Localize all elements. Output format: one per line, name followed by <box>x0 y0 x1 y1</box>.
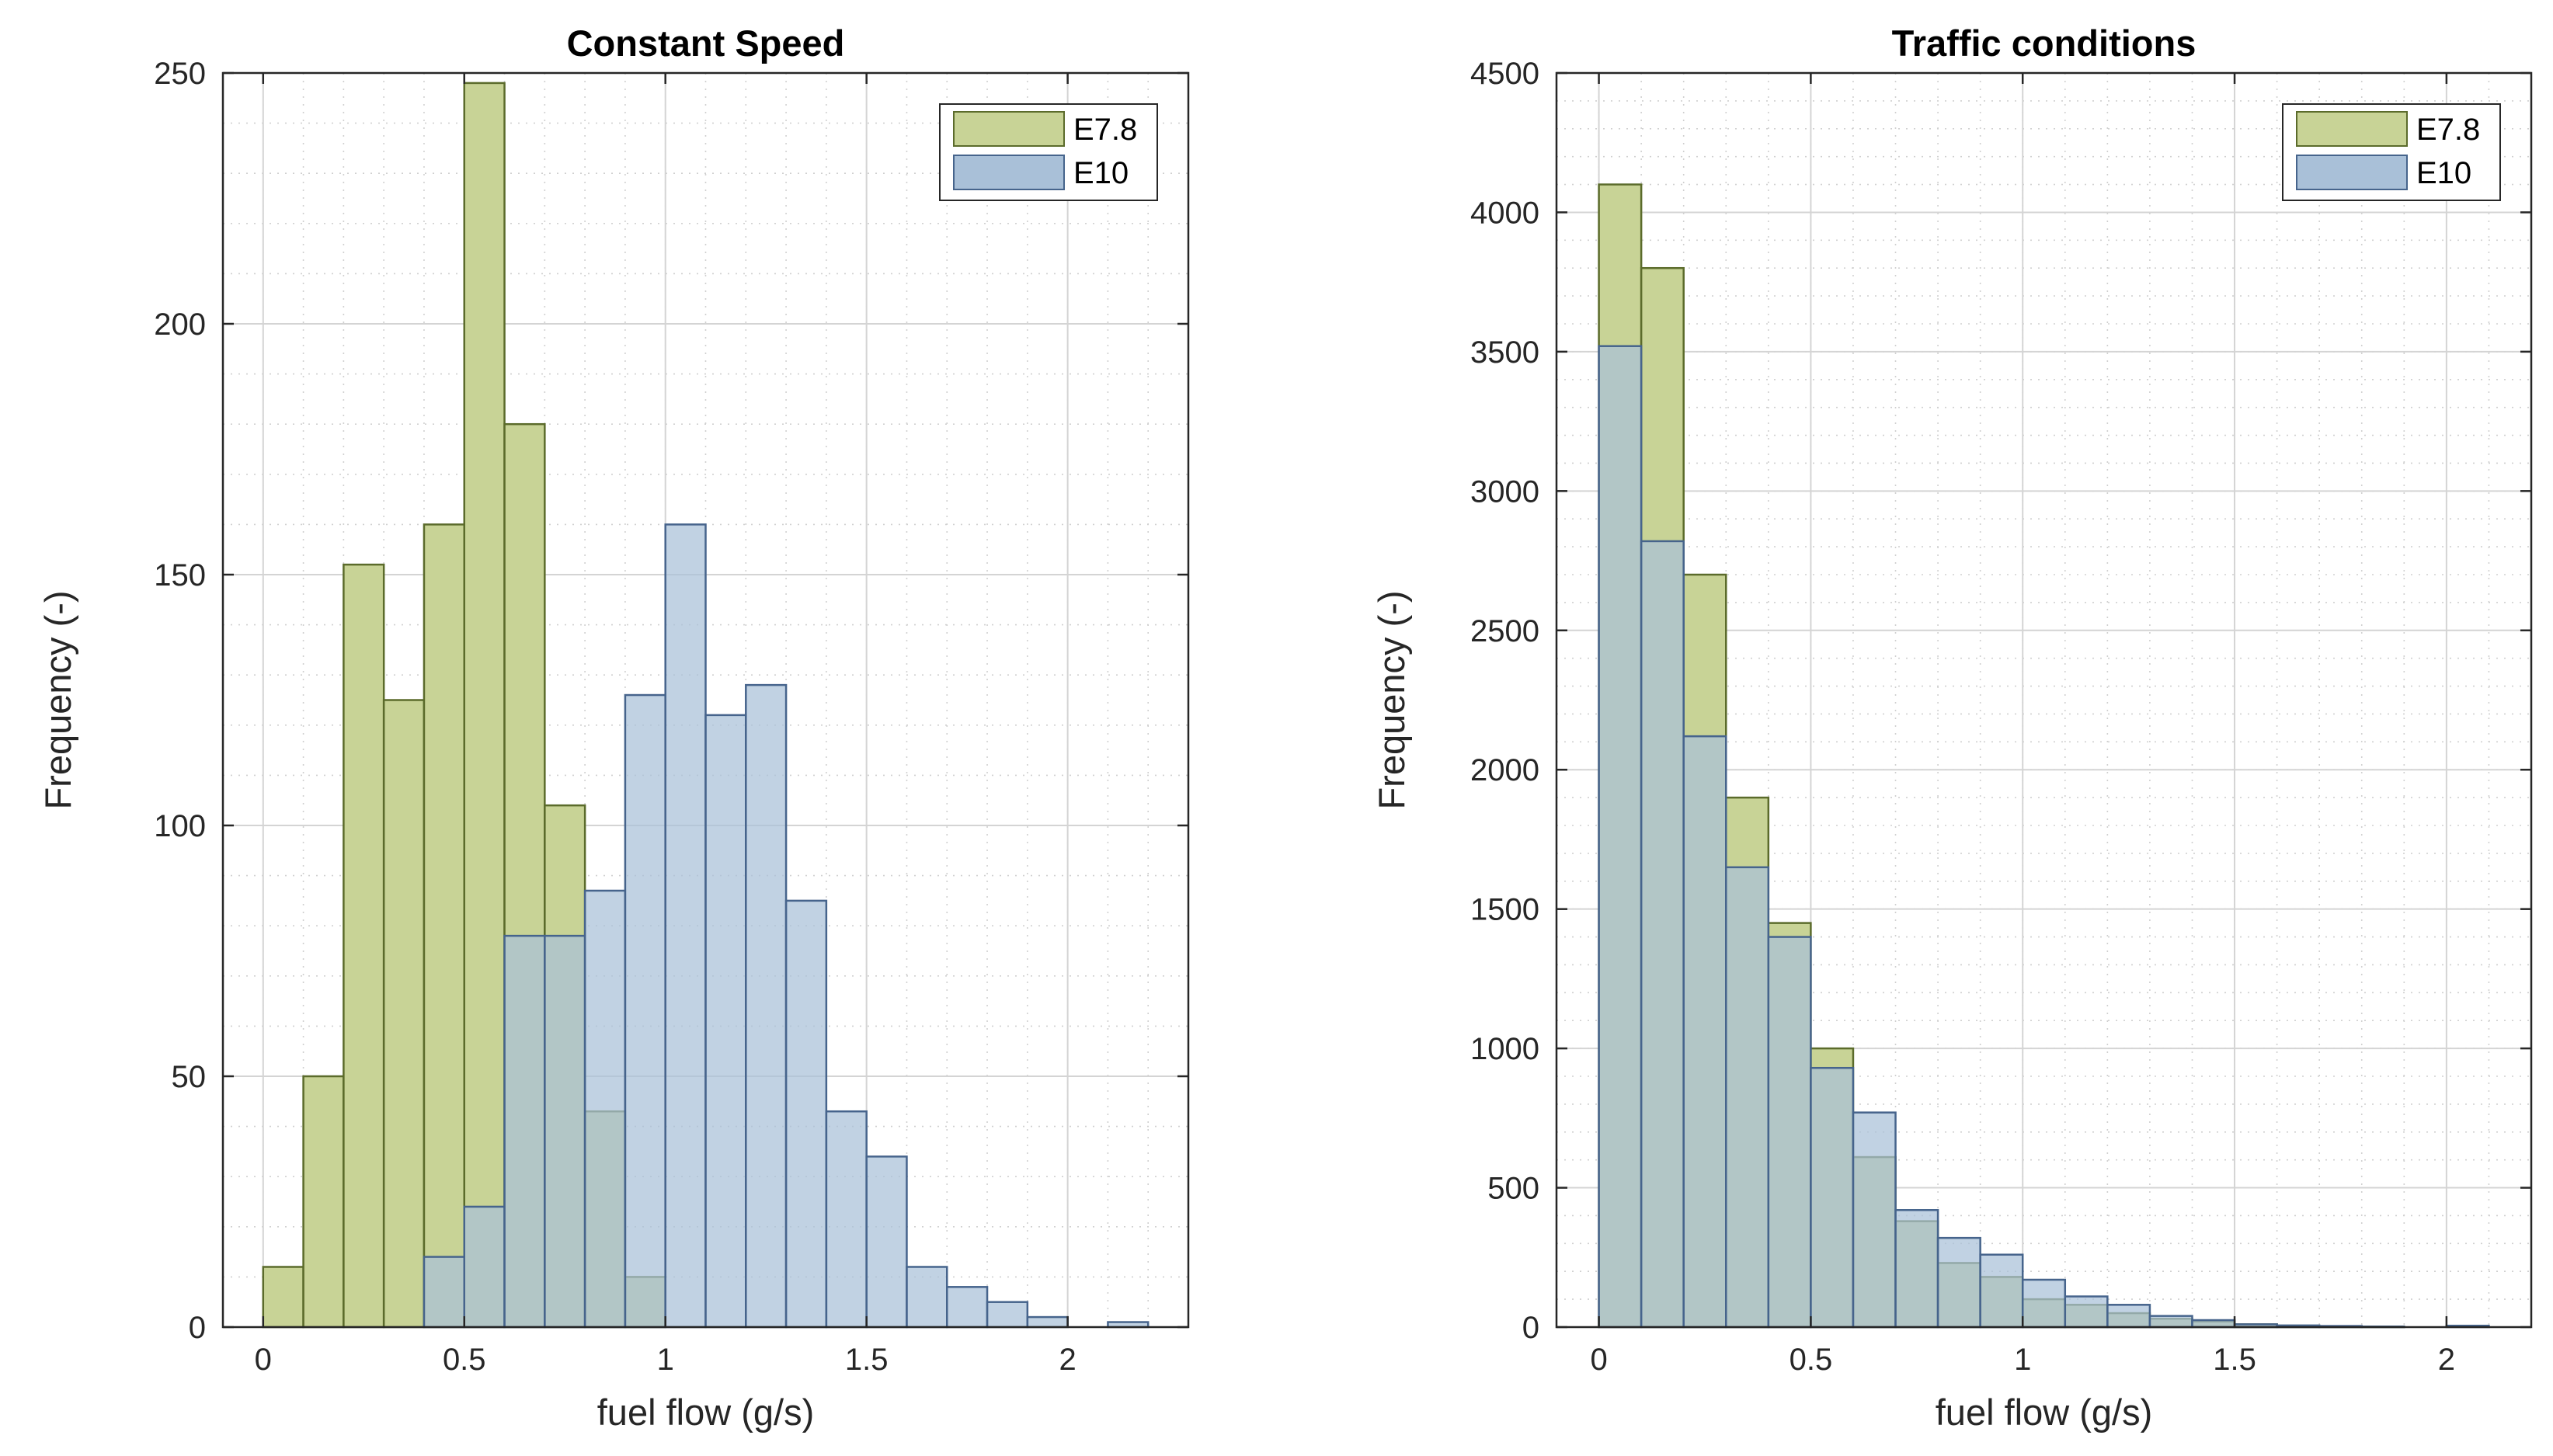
y-tick-label: 200 <box>154 308 206 342</box>
x-tick-label: 1 <box>657 1343 674 1377</box>
bar-e10-1 <box>2021 1278 2067 1329</box>
legend-swatch-e7_8 <box>2296 111 2408 147</box>
y-tick-label: 2500 <box>1470 614 1539 648</box>
bar-e7_8-0_1 <box>302 1075 345 1329</box>
bar-e10-1_9 <box>1026 1315 1069 1329</box>
bar-e10-0_7 <box>544 934 586 1329</box>
legend-label-e10: E10 <box>2416 156 2471 190</box>
bar-e10-0_4 <box>423 1256 465 1329</box>
bar-e10-1_6 <box>906 1266 948 1329</box>
bar-e10-1 <box>664 523 707 1329</box>
x-tick-label: 0.5 <box>443 1343 486 1377</box>
bar-e10-1_8 <box>986 1301 1029 1329</box>
y-tick-label: 100 <box>154 809 206 843</box>
ticks: 0 0.5 1 1.5 2 0 50 100 150 200 250 <box>154 57 1188 1377</box>
ticks: 0 0.5 1 1.5 2 0 500 1000 1500 2000 2500 3000 3500 400… <box>1470 57 2531 1377</box>
x-tick-label: 0 <box>1590 1343 1607 1377</box>
y-tick-label: 2000 <box>1470 753 1539 787</box>
bar-e10-0_6 <box>1852 1111 1897 1329</box>
y-axis-label: Frequency (-) <box>1371 590 1412 809</box>
legend-swatch-e7_8 <box>953 111 1065 147</box>
bar-e10-0_4 <box>1767 936 1812 1329</box>
y-tick-label: 4000 <box>1470 196 1539 230</box>
legend: E7.8 E10 <box>2282 103 2501 201</box>
bar-e10-1_2 <box>745 683 788 1329</box>
y-tick-label: 3500 <box>1470 335 1539 370</box>
bar-e10-0_9 <box>624 693 666 1329</box>
y-tick-label: 250 <box>154 57 206 91</box>
bar-e10-0_2 <box>1682 735 1727 1329</box>
x-tick-label: 2 <box>1059 1343 1077 1377</box>
y-tick-label: 50 <box>172 1060 207 1094</box>
bar-e10-0_7 <box>1894 1209 1939 1329</box>
bar-e10-1_4 <box>2191 1319 2236 1329</box>
bar-e10-0_5 <box>463 1205 506 1329</box>
bar-e10-0_5 <box>1810 1066 1855 1329</box>
legend-label-e10: E10 <box>1073 156 1129 190</box>
bar-e7_8-0_3 <box>382 699 426 1329</box>
legend-swatch-e10 <box>2296 155 2408 190</box>
bar-e10-0_9 <box>1979 1253 2024 1329</box>
y-tick-label: 150 <box>154 558 206 592</box>
bar-e10-0_8 <box>1936 1236 1981 1329</box>
y-tick-label: 0 <box>189 1311 206 1345</box>
x-tick-label: 2 <box>2438 1343 2455 1377</box>
bar-e10-1_2 <box>2106 1304 2151 1329</box>
y-tick-label: 1000 <box>1470 1032 1539 1066</box>
bar-e10-0 <box>1598 345 1643 1329</box>
bar-e7_8-0 <box>262 1266 304 1329</box>
y-tick-label: 3000 <box>1470 474 1539 509</box>
bar-e10-1_4 <box>825 1110 868 1329</box>
y-tick-label: 0 <box>1522 1311 1539 1345</box>
bar-e7_8-0_2 <box>343 563 385 1329</box>
x-axis-label: fuel flow (g/s) <box>1936 1392 2152 1433</box>
legend-swatch-e10 <box>953 155 1065 190</box>
legend: E7.8 E10 <box>939 103 1158 201</box>
bar-e10-1_7 <box>946 1286 989 1329</box>
y-tick-label: 1500 <box>1470 893 1539 927</box>
bar-e7_8-0_4 <box>423 523 465 1329</box>
legend-label-e7_8: E7.8 <box>2416 113 2480 147</box>
bar-e10-1_5 <box>865 1155 908 1329</box>
bar-e10-0_1 <box>1640 540 1685 1329</box>
x-tick-label: 1 <box>2014 1343 2031 1377</box>
constant-speed-chart: 0 0.5 1 1.5 2 0 50 100 150 200 250 Constant Speed fu… <box>37 23 1190 1433</box>
y-axis-label: Frequency (-) <box>37 590 78 809</box>
x-tick-label: 0 <box>255 1343 272 1377</box>
axes-box <box>1555 71 2533 1329</box>
x-tick-label: 1.5 <box>845 1343 889 1377</box>
y-tick-label: 4500 <box>1470 57 1539 91</box>
bar-e10-1_3 <box>784 899 828 1329</box>
bar-e10-1_1 <box>2064 1295 2109 1329</box>
bar-e10-0_6 <box>503 934 546 1329</box>
legend-label-e7_8: E7.8 <box>1073 113 1137 147</box>
y-tick-label: 500 <box>1487 1172 1539 1206</box>
bar-e10-0_8 <box>583 889 627 1329</box>
x-tick-label: 1.5 <box>2213 1343 2256 1377</box>
x-tick-label: 0.5 <box>1790 1343 1833 1377</box>
bar-e7_8-0_5 <box>463 82 506 1329</box>
bar-e10-1_1 <box>704 714 747 1329</box>
chart-title: Traffic conditions <box>1892 23 2196 64</box>
chart-title: Constant Speed <box>567 23 845 64</box>
series-e10-bars <box>1598 345 2490 1329</box>
traffic-conditions-chart: 0 0.5 1 1.5 2 0 500 1000 1500 2000 2500 3000 3500 400… <box>1371 23 2533 1433</box>
bar-e10-0_3 <box>1725 866 1770 1329</box>
x-axis-label: fuel flow (g/s) <box>597 1392 814 1433</box>
bar-e10-1_3 <box>2148 1315 2193 1329</box>
axes-box <box>221 71 1190 1329</box>
